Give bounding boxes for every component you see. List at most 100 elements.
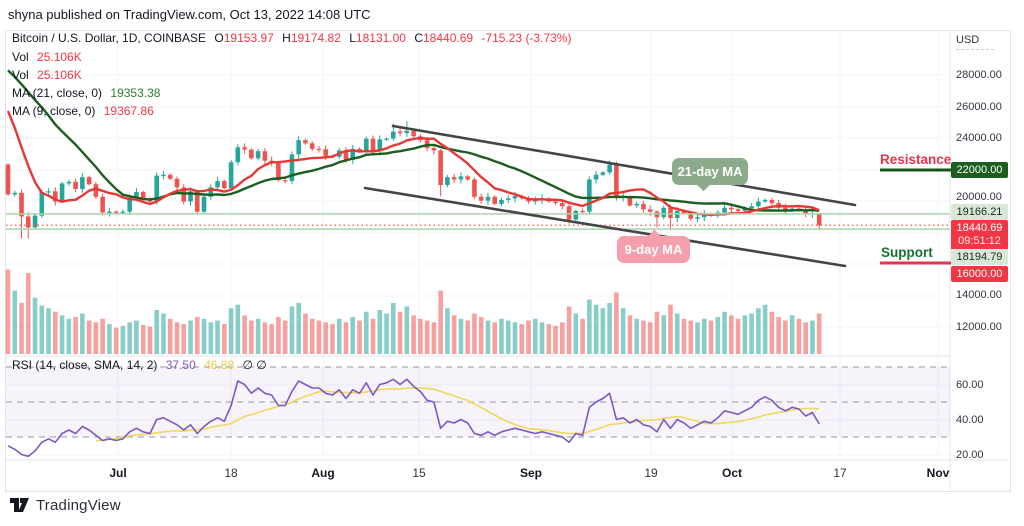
volume-bar (397, 311, 403, 354)
candle-body (397, 131, 403, 134)
ma9-line (6, 110, 820, 216)
candle-body (560, 203, 565, 207)
upper-level-badge: 19166.21 (951, 204, 1008, 220)
volume-bar (492, 322, 498, 354)
volume-bar (445, 308, 450, 354)
candle-body (276, 162, 281, 181)
volume-bar (688, 320, 694, 354)
volume-bar (438, 290, 443, 354)
support-label[interactable]: Support (881, 245, 933, 260)
vol-label: Vol (12, 50, 29, 64)
candle-body (614, 164, 619, 198)
time-tick-label: Jul (109, 466, 127, 480)
volume-legend-1[interactable]: Vol 25.106K (12, 50, 82, 64)
candle-body (5, 164, 11, 195)
candle-body (363, 138, 369, 152)
volume-bar (566, 306, 572, 354)
candle-body (228, 162, 234, 189)
volume-bar (580, 318, 585, 354)
time-tick-label: Aug (311, 466, 335, 480)
volume-bar (384, 313, 389, 354)
volume-bar (181, 324, 187, 354)
volume-bar (431, 322, 437, 354)
candle-body (343, 150, 349, 160)
volume-bar (66, 318, 72, 354)
candle-body (80, 177, 85, 189)
candle-body (73, 181, 78, 189)
volume-legend-2[interactable]: Vol 25.106K (12, 68, 82, 82)
volume-bar (783, 320, 788, 354)
volume-bar (242, 315, 247, 354)
candle-body (668, 207, 673, 219)
volume-bar (668, 304, 673, 354)
candle-body (816, 213, 822, 226)
candle-body (512, 196, 518, 199)
candle-body (370, 138, 376, 152)
volume-bar (627, 315, 633, 354)
volume-bar (167, 318, 173, 354)
candle-body (411, 130, 416, 137)
candle-body (59, 183, 65, 202)
axis-tick-label: 20000.00 (956, 191, 1002, 203)
volume-bar (796, 318, 802, 354)
ma21-legend[interactable]: MA (21, close, 0) 19353.38 (12, 86, 160, 100)
ma9-callout[interactable]: 9-day MA (617, 236, 690, 263)
candle-body (532, 199, 538, 202)
vol-value: 25.106K (37, 68, 82, 82)
candle-body (607, 164, 612, 173)
volume-bar (154, 310, 160, 354)
candle-body (289, 154, 295, 182)
currency-label[interactable]: USD (956, 34, 994, 50)
volume-bar (174, 322, 180, 354)
open-label: O (214, 31, 224, 45)
volume-bar (607, 302, 612, 354)
volume-bar (735, 318, 741, 354)
candle-body (722, 207, 727, 213)
candle-body (215, 181, 220, 188)
candle-body (309, 143, 315, 149)
axis-tick-label: 12000.00 (956, 321, 1002, 333)
volume-bar (107, 324, 112, 354)
volume-bar (539, 322, 545, 354)
resistance-label[interactable]: Resistance (880, 152, 952, 167)
candle-body (627, 196, 633, 206)
volume-bar (316, 320, 322, 354)
candle-body (634, 203, 639, 206)
volume-bar (336, 318, 342, 354)
volume-bar (553, 325, 558, 354)
candle-body (53, 191, 58, 202)
candle-body (445, 177, 450, 186)
volume-bar (228, 308, 234, 354)
candle-body (492, 196, 498, 204)
volume-bar (411, 315, 416, 354)
volume-bar (674, 313, 680, 354)
candle-body (593, 174, 599, 180)
volume-bar (282, 320, 288, 354)
volume-bar (587, 299, 592, 354)
volume-bar (681, 318, 687, 354)
candle-body (127, 197, 132, 212)
tradingview-brand[interactable]: TradingView (10, 497, 121, 514)
time-tick-label: Oct (721, 466, 743, 480)
candle-body (303, 140, 308, 144)
open-value: 19153.97 (223, 31, 274, 45)
candle-body (100, 196, 105, 213)
ma21-callout[interactable]: 21-day MA (672, 158, 748, 185)
support-price-badge: 16000.00 (951, 266, 1008, 282)
volume-bar (39, 305, 45, 354)
ma9-legend[interactable]: MA (9, close, 0) 19367.86 (12, 104, 154, 118)
vol-label: Vol (12, 68, 29, 82)
volume-bar (25, 273, 31, 354)
candle-body (107, 211, 112, 213)
volume-bar (816, 313, 822, 354)
axis-tick-label: 60.00 (956, 379, 984, 391)
volume-bar (789, 315, 795, 354)
volume-bar (194, 317, 200, 354)
volume-bar (701, 318, 707, 354)
rsi-legend[interactable]: RSI (14, close, SMA, 14, 2) 37.50 46.88 … (12, 358, 267, 372)
volume-bar (654, 311, 660, 354)
symbol-legend[interactable]: Bitcoin / U.S. Dollar, 1D, COINBASE O191… (12, 31, 571, 45)
tradingview-logo-text: TradingView (36, 497, 121, 514)
volume-bar (100, 318, 105, 354)
